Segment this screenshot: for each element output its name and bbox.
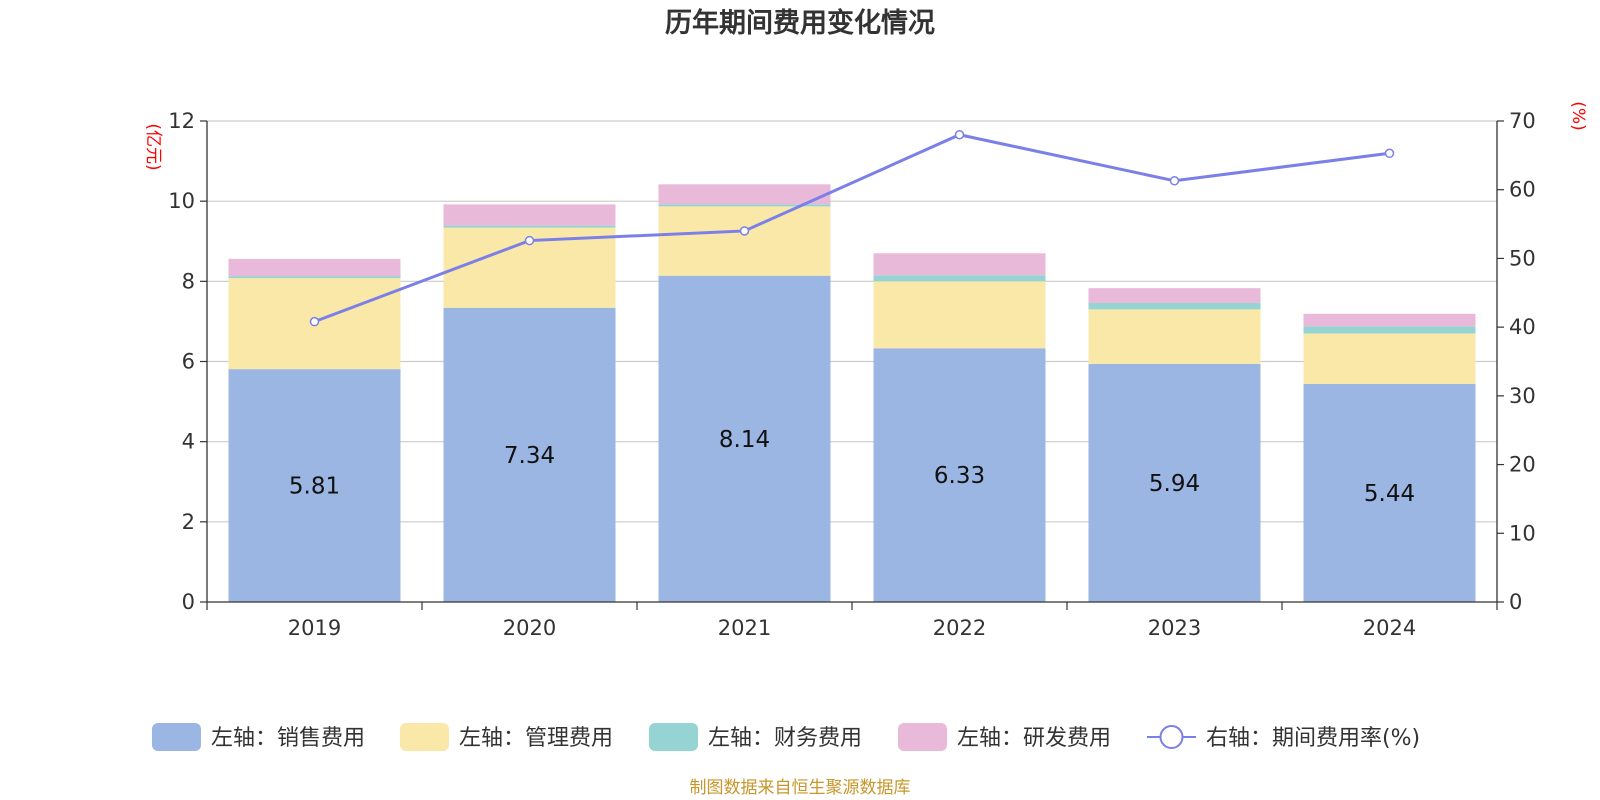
bars (228, 184, 1476, 602)
bar-segment (443, 204, 616, 226)
left-tick-label: 4 (182, 430, 195, 454)
bar-segment (443, 225, 616, 228)
bar-segment (873, 253, 1046, 276)
x-tick-label: 2019 (288, 616, 341, 640)
left-tick-label: 8 (182, 269, 195, 293)
left-axis-unit: (亿元) (143, 123, 163, 170)
bar-value-label: 6.33 (934, 463, 985, 489)
left-tick-label: 2 (182, 510, 195, 534)
legend-label: 左轴：研发费用 (957, 726, 1111, 751)
legend-label: 左轴：销售费用 (211, 726, 365, 751)
bar-segment (1303, 333, 1476, 384)
bar-value-label: 5.44 (1364, 481, 1415, 507)
legend-marker (1159, 725, 1184, 749)
rate-point (739, 226, 750, 236)
chart-title: 历年期间费用变化情况 (665, 7, 935, 39)
left-tick-label: 6 (182, 350, 195, 374)
bar-labels: 5.81 7.34 8.14 6.33 5.94 5.44 (289, 427, 1415, 507)
bar-segment (1088, 309, 1261, 364)
x-tick-label: 2023 (1148, 616, 1201, 640)
bar-value-label: 5.81 (289, 474, 340, 500)
bar-value-label: 8.14 (719, 427, 770, 453)
legend: 左轴：销售费用 左轴：管理费用 左轴：财务费用 左轴：研发费用 右轴：期间费用率(%) (152, 723, 1420, 751)
legend-label: 左轴：管理费用 (459, 726, 613, 751)
left-tick-label: 10 (168, 189, 195, 213)
data-source: 制图数据来自恒生聚源数据库 (690, 778, 911, 798)
right-tick-label: 0 (1509, 590, 1522, 614)
legend-swatch (649, 723, 698, 751)
legend-label: 右轴：期间费用率(%) (1206, 726, 1420, 751)
legend-label: 左轴：财务费用 (708, 726, 862, 751)
rate-point (954, 129, 965, 140)
legend-swatch (400, 723, 449, 751)
bar-value-label: 7.34 (504, 443, 555, 469)
bar-segment (443, 307, 616, 602)
bar-segment (1088, 288, 1261, 303)
right-tick-label: 60 (1509, 178, 1536, 202)
left-tick-label: 12 (168, 109, 195, 133)
bar-segment (873, 348, 1046, 602)
bar-segment (658, 204, 831, 207)
x-tick-label: 2021 (718, 616, 771, 640)
bar-segment (1303, 326, 1476, 334)
right-tick-label: 70 (1509, 109, 1536, 133)
right-tick-label: 50 (1509, 246, 1536, 270)
bar-segment (658, 184, 831, 205)
right-tick-label: 30 (1509, 384, 1536, 408)
bar-segment (1088, 302, 1261, 310)
right-tick-label: 20 (1509, 453, 1536, 477)
rate-point (1384, 148, 1395, 159)
bar-segment (658, 275, 831, 602)
left-tick-label: 0 (182, 590, 195, 614)
rate-point (524, 235, 535, 246)
x-tick-label: 2024 (1363, 616, 1416, 640)
bar-segment (1303, 383, 1476, 602)
rate-point (1169, 176, 1180, 186)
bar-segment (228, 369, 401, 602)
bar-segment (873, 275, 1046, 282)
bar-segment (658, 206, 831, 276)
x-tick-label: 2020 (503, 616, 556, 640)
right-tick-label: 40 (1509, 315, 1536, 339)
right-axis-unit: (%) (1568, 101, 1588, 130)
legend-swatch (152, 723, 201, 751)
bar-segment (228, 276, 401, 279)
bar-segment (873, 281, 1046, 349)
bar-value-label: 5.94 (1149, 471, 1200, 497)
rate-line-path (313, 133, 1390, 324)
bar-segment (228, 258, 401, 277)
bar-segment (1088, 363, 1261, 602)
right-tick-label: 10 (1509, 521, 1536, 545)
bar-segment (1303, 313, 1476, 327)
rate-line (309, 129, 1395, 327)
axes: 0 2 4 6 8 10 12 0 10 20 30 40 50 60 70 2019 2020 2021 2022… (168, 109, 1535, 640)
x-tick-label: 2022 (933, 616, 986, 640)
legend-swatch (898, 723, 947, 751)
rate-point (309, 316, 320, 327)
